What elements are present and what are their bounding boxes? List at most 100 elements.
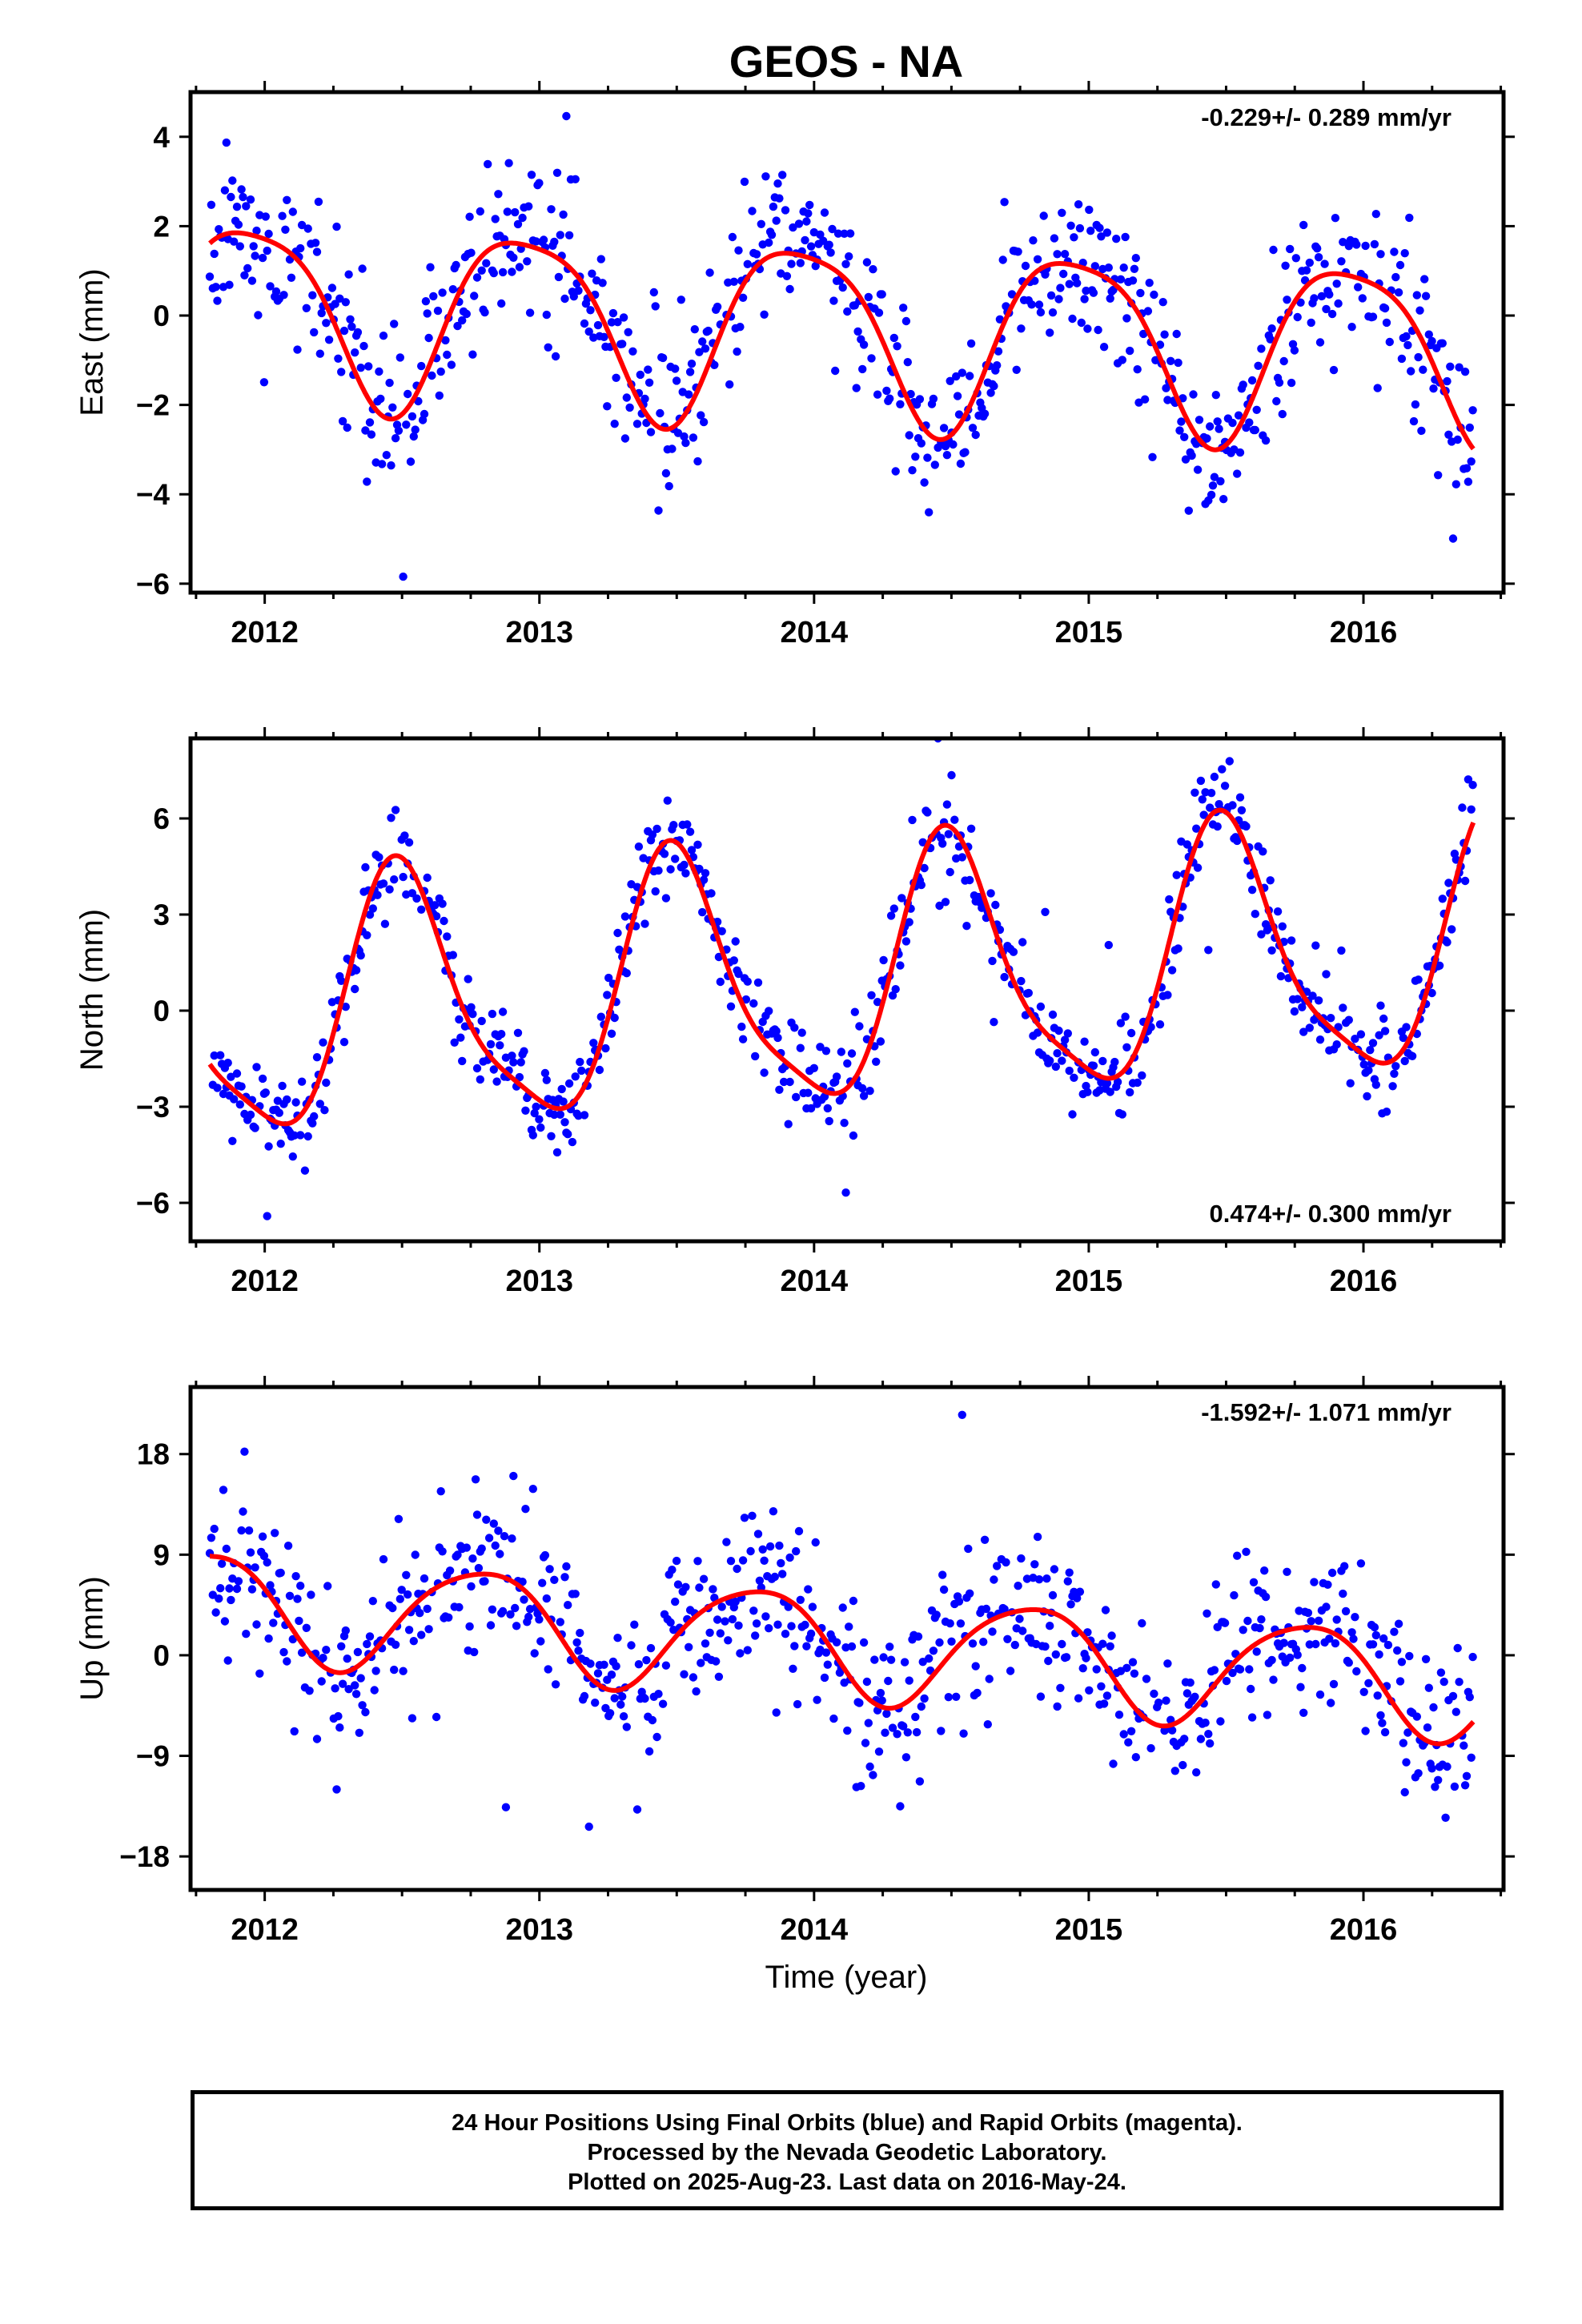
data-point <box>1252 1647 1261 1656</box>
data-point <box>1101 1606 1110 1614</box>
data-point <box>297 220 307 230</box>
data-point <box>351 966 361 975</box>
data-point <box>1269 245 1278 255</box>
footer-caption: 24 Hour Positions Using Final Orbits (bl… <box>191 2090 1504 2210</box>
data-point <box>1327 1014 1335 1023</box>
data-point <box>535 179 544 187</box>
data-point <box>847 1049 857 1058</box>
data-point <box>701 1639 710 1648</box>
data-point <box>1033 1532 1042 1542</box>
data-point <box>784 1602 793 1611</box>
data-point <box>1368 312 1378 321</box>
data-point <box>588 269 596 278</box>
data-point <box>731 1597 740 1606</box>
data-point <box>319 1654 327 1663</box>
data-point <box>1444 879 1453 887</box>
data-point <box>278 1081 287 1091</box>
data-point <box>500 1532 509 1541</box>
data-point <box>640 919 649 928</box>
data-point <box>1068 314 1077 324</box>
data-point <box>337 976 346 986</box>
data-point <box>728 1614 737 1624</box>
data-point <box>339 326 349 336</box>
data-point <box>1097 1682 1106 1691</box>
data-point <box>607 1029 616 1039</box>
data-point <box>251 1124 259 1132</box>
data-point <box>234 220 243 229</box>
data-point <box>452 260 460 270</box>
data-point <box>1438 339 1447 348</box>
data-point <box>530 1108 539 1118</box>
data-point <box>701 869 710 878</box>
data-point <box>1070 1587 1078 1597</box>
data-point <box>862 1677 872 1687</box>
data-point <box>388 403 397 412</box>
y-tick-label: 3 <box>153 899 170 931</box>
data-point <box>1344 1659 1354 1667</box>
data-point <box>1263 1711 1272 1719</box>
data-point <box>743 977 752 986</box>
data-point <box>1414 975 1423 984</box>
data-point <box>947 1637 956 1646</box>
data-point <box>368 904 377 913</box>
data-point <box>949 440 958 449</box>
data-point <box>1180 432 1189 441</box>
data-point <box>930 460 940 469</box>
data-point <box>778 1570 787 1578</box>
data-point <box>988 956 997 966</box>
data-point <box>946 376 954 385</box>
data-point <box>1143 307 1153 316</box>
data-point <box>258 1532 267 1541</box>
data-point <box>603 991 612 999</box>
data-point <box>1441 1813 1450 1822</box>
data-point <box>458 316 467 325</box>
data-point <box>595 1065 604 1075</box>
data-point <box>311 239 320 247</box>
data-point <box>661 894 671 903</box>
data-point <box>825 1116 833 1126</box>
data-point <box>1126 1028 1136 1038</box>
data-point <box>596 1012 605 1021</box>
data-point <box>314 197 323 207</box>
data-point <box>1233 469 1242 478</box>
data-point <box>1074 1694 1083 1703</box>
data-point <box>482 259 491 267</box>
data-point <box>293 1594 302 1603</box>
data-point <box>1278 922 1287 931</box>
data-point <box>1332 1040 1341 1049</box>
data-point <box>1220 782 1230 790</box>
data-point <box>435 391 444 400</box>
data-point <box>734 1621 743 1630</box>
data-point <box>560 1573 569 1582</box>
y-tick-label: 6 <box>153 802 170 835</box>
data-point <box>829 1714 838 1723</box>
data-point <box>966 875 974 885</box>
data-point <box>794 219 804 228</box>
data-point <box>859 1092 869 1100</box>
data-point <box>1196 1735 1206 1743</box>
data-point <box>634 842 644 851</box>
data-point <box>438 899 447 908</box>
data-point <box>1371 1080 1381 1089</box>
data-point <box>1208 481 1218 490</box>
data-point <box>685 827 695 836</box>
data-point <box>632 420 642 428</box>
data-point <box>1421 292 1431 300</box>
data-point <box>332 222 341 231</box>
data-point <box>552 1148 562 1157</box>
data-point <box>477 266 486 275</box>
data-point <box>695 864 704 874</box>
data-point <box>1056 1683 1065 1692</box>
data-point <box>225 280 234 289</box>
data-point <box>492 1077 501 1086</box>
data-point <box>1230 1590 1239 1600</box>
data-point <box>339 1038 349 1047</box>
data-point <box>1346 1079 1355 1088</box>
x-tick-label: 2014 <box>781 1913 849 1947</box>
data-point <box>480 1577 489 1586</box>
data-point <box>840 229 849 238</box>
data-point <box>379 879 388 888</box>
data-point <box>365 418 375 427</box>
data-point <box>705 268 714 277</box>
